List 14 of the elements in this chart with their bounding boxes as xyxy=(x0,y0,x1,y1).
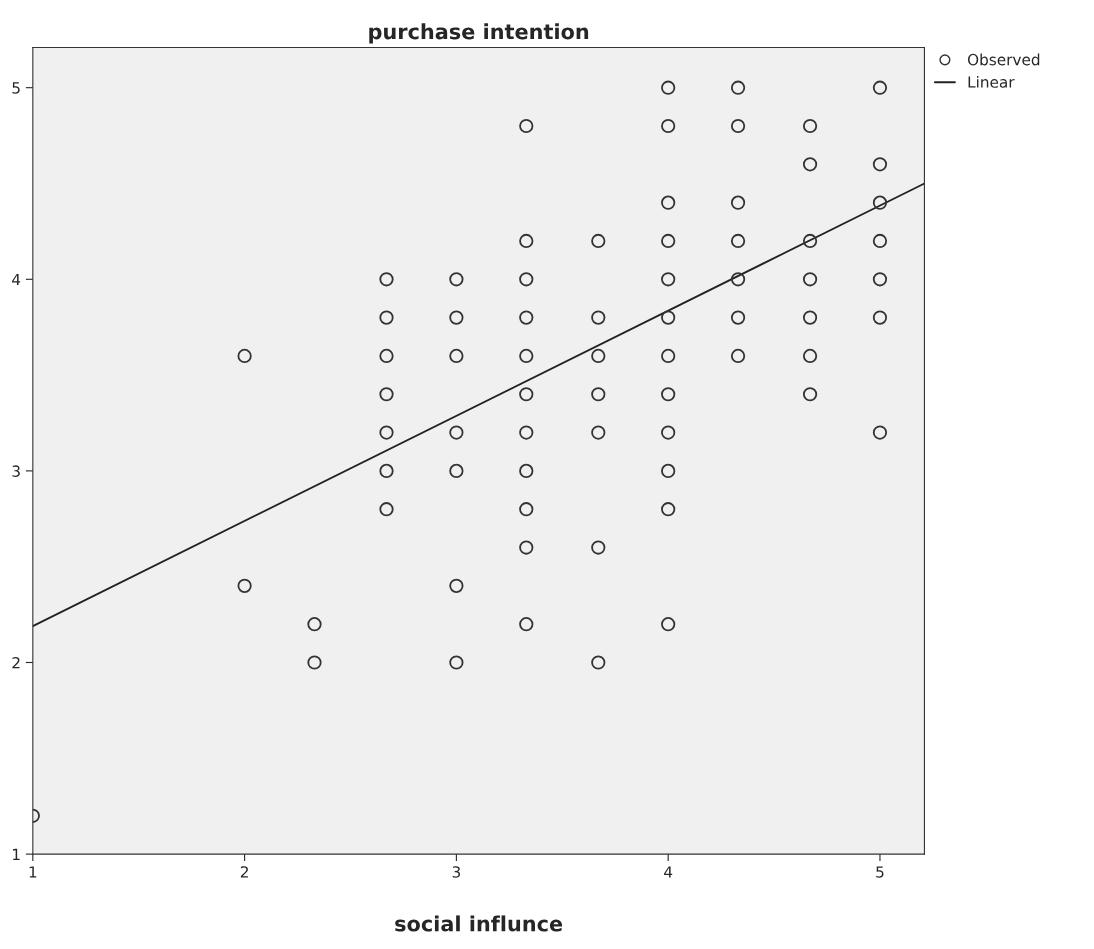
y-tick-label: 1 xyxy=(12,848,20,860)
chart-title: purchase intention xyxy=(369,23,589,44)
x-tick-label: 2 xyxy=(240,866,248,878)
x-axis-title: social influnce xyxy=(395,915,563,932)
y-tick-label: 3 xyxy=(12,465,20,477)
x-tick-label: 5 xyxy=(876,866,884,878)
y-tick-label: 4 xyxy=(12,273,21,286)
legend-label: Observed xyxy=(967,53,1040,66)
legend-label: Linear xyxy=(968,75,1015,88)
x-tick-label: 3 xyxy=(452,866,461,878)
x-tick-label: 4 xyxy=(664,866,673,878)
y-tick-label: 2 xyxy=(12,656,20,669)
y-tick-label: 5 xyxy=(12,82,20,94)
x-tick-label: 1 xyxy=(29,866,37,878)
